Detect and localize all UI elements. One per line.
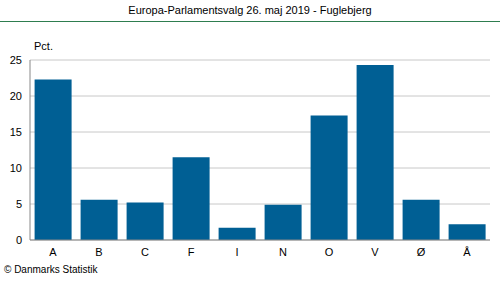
svg-text:15: 15 xyxy=(10,126,22,138)
svg-text:F: F xyxy=(188,246,195,258)
svg-text:N: N xyxy=(279,246,287,258)
svg-text:25: 25 xyxy=(10,54,22,66)
html-text:Europa-Parlamentsvalg 26. maj: Europa-Parlamentsvalg 26. maj 2019 - Fug… xyxy=(128,4,372,16)
svg-text:A: A xyxy=(49,246,57,258)
svg-text:B: B xyxy=(95,246,102,258)
svg-text:10: 10 xyxy=(10,162,22,174)
svg-text:I: I xyxy=(235,246,238,258)
svg-text:O: O xyxy=(325,246,334,258)
svg-text:V: V xyxy=(371,246,379,258)
svg-text:20: 20 xyxy=(10,90,22,102)
svg-text:Ø: Ø xyxy=(417,246,426,258)
html-text:Pct.: Pct. xyxy=(34,40,53,52)
svg-text:0: 0 xyxy=(16,234,22,246)
svg-text:C: C xyxy=(141,246,149,258)
svg-text:5: 5 xyxy=(16,198,22,210)
html-text:© Danmarks Statistik: © Danmarks Statistik xyxy=(4,264,98,275)
svg-text:Å: Å xyxy=(463,246,471,258)
